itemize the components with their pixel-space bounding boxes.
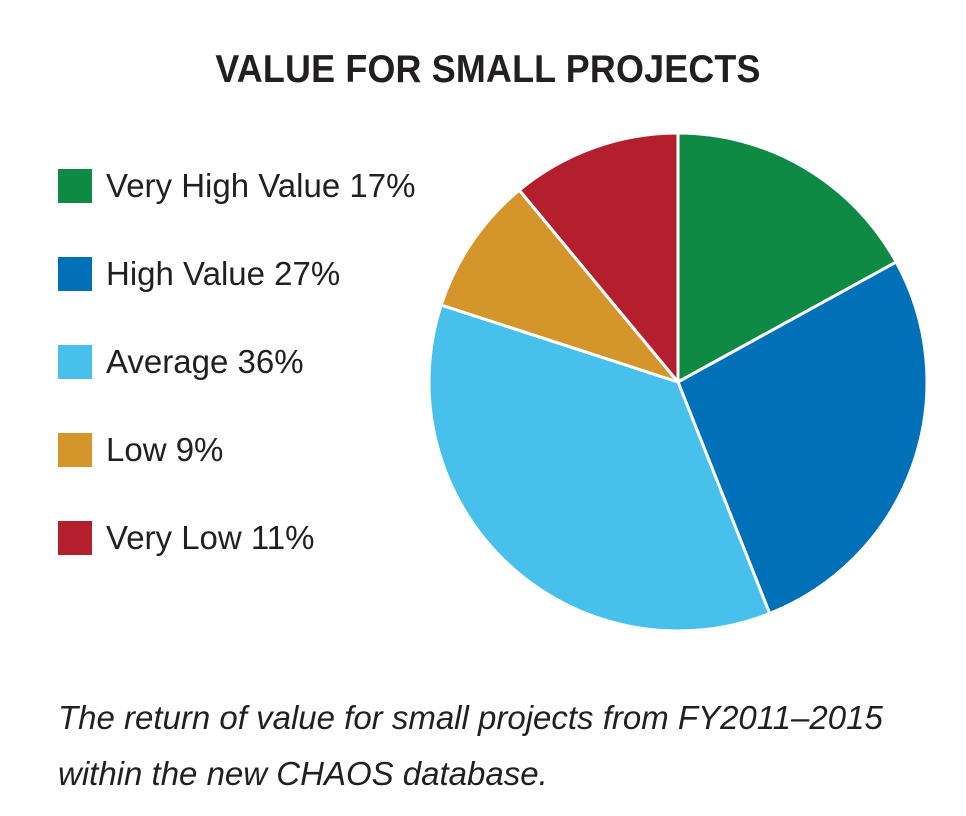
legend-item-low: Low 9%	[58, 428, 458, 472]
chart-title: VALUE FOR SMALL PROJECTS	[215, 48, 761, 91]
legend-swatch-average	[58, 345, 92, 379]
pie-slice-very-high-value	[676, 131, 898, 384]
legend-item-very-high-value: Very High Value 17%	[58, 164, 458, 208]
legend-item-high-value: High Value 27%	[58, 252, 458, 296]
pie-slice-high-value	[676, 260, 929, 616]
legend: Very High Value 17% High Value 27% Avera…	[58, 164, 458, 604]
legend-label-high-value: High Value 27%	[106, 255, 341, 292]
legend-swatch-very-high-value	[58, 169, 92, 203]
legend-item-average: Average 36%	[58, 340, 458, 384]
legend-swatch-high-value	[58, 257, 92, 291]
legend-label-very-low: Very Low 11%	[106, 519, 315, 556]
legend-label-low: Low 9%	[106, 431, 224, 468]
chart-caption: The return of value for small projects f…	[58, 699, 883, 792]
pie-slice-low	[439, 188, 680, 384]
legend-label-very-high-value: Very High Value 17%	[106, 167, 416, 204]
legend-item-very-low: Very Low 11%	[58, 516, 458, 560]
pie-slice-average	[427, 303, 772, 633]
pie-chart	[427, 131, 929, 633]
pie-slice-very-low	[517, 131, 680, 384]
legend-label-average: Average 36%	[106, 343, 304, 380]
legend-swatch-low	[58, 433, 92, 467]
legend-swatch-very-low	[58, 521, 92, 555]
